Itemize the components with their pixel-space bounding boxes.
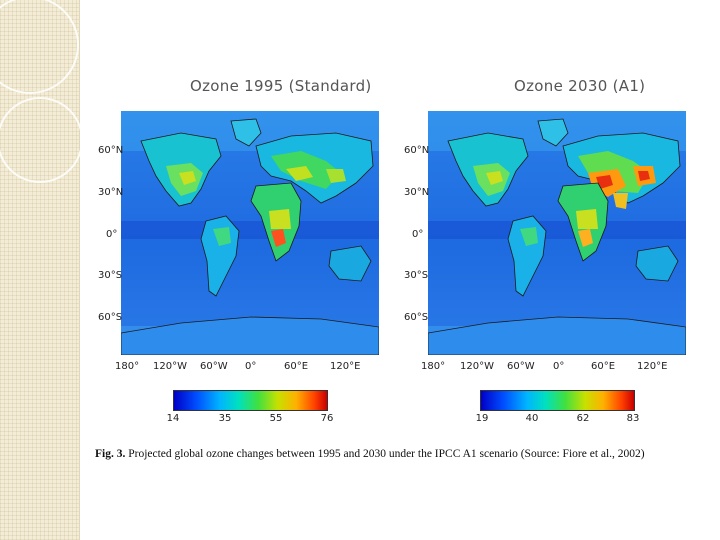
colorbar-tick-8: 83 bbox=[626, 413, 640, 424]
lat-label-eq-2: 0° bbox=[412, 229, 424, 240]
colorbar-2030 bbox=[480, 390, 635, 411]
lon-label-120e-1: 120°E bbox=[330, 361, 361, 372]
colorbar-tick-1: 14 bbox=[166, 413, 180, 424]
colorbar-tick-2: 35 bbox=[218, 413, 232, 424]
colorbar-tick-7: 62 bbox=[576, 413, 590, 424]
decorative-circles bbox=[0, 0, 83, 183]
colorbar-tick-4: 76 bbox=[320, 413, 334, 424]
lat-label-30s-2: 30°S bbox=[404, 270, 429, 281]
lat-label-60n-1: 60°N bbox=[98, 145, 124, 156]
panel-title-1995: Ozone 1995 (Standard) bbox=[190, 77, 372, 95]
lon-label-60w-2: 60°W bbox=[507, 361, 535, 372]
lon-label-120e-2: 120°E bbox=[637, 361, 668, 372]
lon-label-60e-2: 60°E bbox=[591, 361, 616, 372]
lat-label-eq-1: 0° bbox=[106, 229, 118, 240]
lon-label-60w-1: 60°W bbox=[200, 361, 228, 372]
lat-label-60s-1: 60°S bbox=[98, 312, 123, 323]
ozone-map-2030 bbox=[428, 111, 686, 355]
lon-label-120w-2: 120°W bbox=[460, 361, 494, 372]
colorbar-tick-5: 19 bbox=[475, 413, 489, 424]
lat-label-30n-2: 30°N bbox=[404, 187, 430, 198]
figure-caption: Fig. 3. Projected global ozone changes b… bbox=[95, 448, 695, 460]
colorbar-tick-6: 40 bbox=[525, 413, 539, 424]
colorbar-tick-3: 55 bbox=[269, 413, 283, 424]
lat-label-30s-1: 30°S bbox=[98, 270, 123, 281]
lat-label-60s-2: 60°S bbox=[404, 312, 429, 323]
caption-label: Fig. 3. bbox=[95, 448, 126, 460]
panel-title-2030: Ozone 2030 (A1) bbox=[514, 77, 646, 95]
lon-label-180-2: 180° bbox=[421, 361, 446, 372]
lon-label-0-1: 0° bbox=[245, 361, 257, 372]
ozone-map-1995 bbox=[121, 111, 379, 355]
lon-label-0-2: 0° bbox=[553, 361, 565, 372]
lon-label-60e-1: 60°E bbox=[284, 361, 309, 372]
colorbar-1995 bbox=[173, 390, 328, 411]
lon-label-120w-1: 120°W bbox=[153, 361, 187, 372]
lat-label-30n-1: 30°N bbox=[98, 187, 124, 198]
lat-label-60n-2: 60°N bbox=[404, 145, 430, 156]
caption-text: Projected global ozone changes between 1… bbox=[128, 448, 645, 460]
lon-label-180-1: 180° bbox=[115, 361, 140, 372]
